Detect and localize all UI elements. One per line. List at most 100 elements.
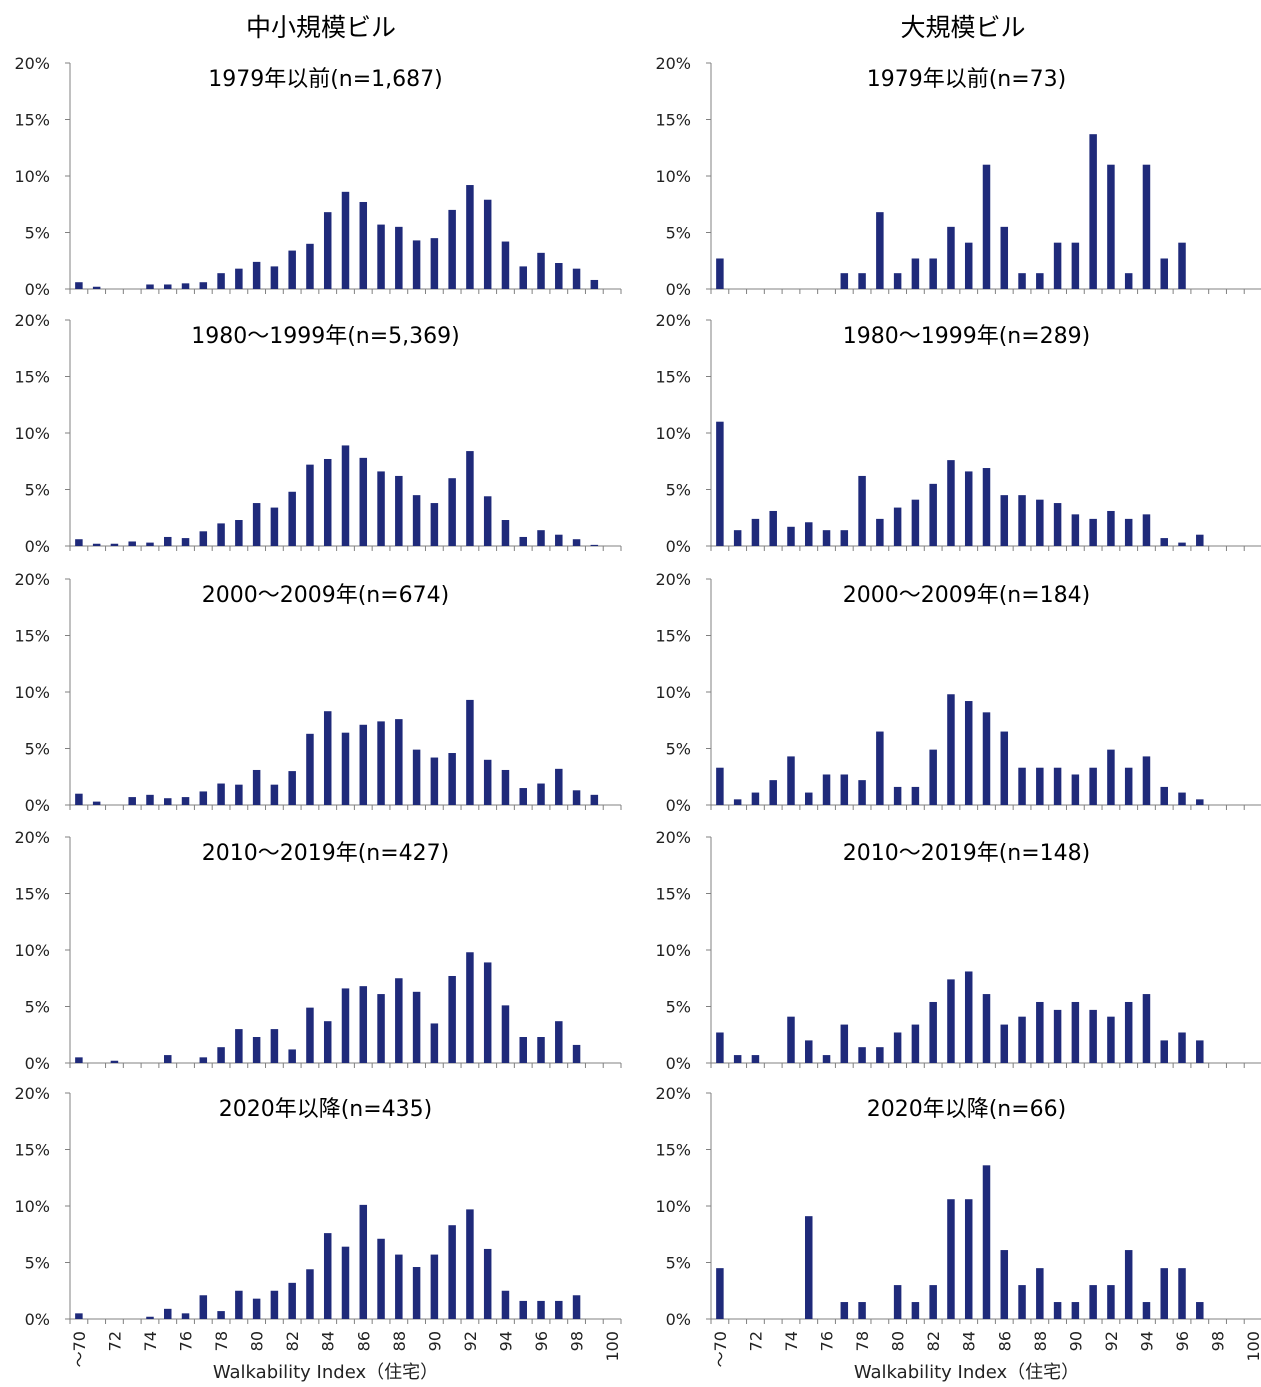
bar bbox=[555, 768, 563, 805]
bar bbox=[448, 478, 456, 546]
bar bbox=[288, 491, 296, 546]
bar bbox=[199, 1057, 208, 1063]
bar bbox=[1000, 495, 1009, 546]
bar bbox=[1071, 514, 1080, 546]
bar bbox=[1036, 1268, 1044, 1319]
bar bbox=[270, 784, 279, 805]
bar bbox=[235, 268, 243, 289]
bar bbox=[590, 544, 599, 546]
bar bbox=[572, 539, 581, 546]
x-tick-label: 100 bbox=[603, 1331, 622, 1362]
bar bbox=[893, 507, 902, 546]
bar bbox=[769, 780, 777, 805]
bar bbox=[751, 518, 760, 546]
bar bbox=[359, 724, 368, 805]
bar bbox=[1089, 1285, 1097, 1319]
x-tick-label: 90 bbox=[1066, 1331, 1085, 1351]
y-tick-label: 10% bbox=[655, 167, 691, 186]
bar bbox=[964, 242, 973, 289]
bar bbox=[1160, 1040, 1168, 1063]
bar bbox=[1124, 1250, 1133, 1319]
bar bbox=[466, 699, 474, 805]
bar bbox=[395, 475, 403, 546]
bar bbox=[75, 793, 83, 805]
bar bbox=[430, 1023, 439, 1063]
bar bbox=[252, 261, 261, 289]
y-tick-label: 20% bbox=[14, 570, 50, 589]
bar bbox=[217, 1047, 225, 1063]
bar bbox=[822, 774, 831, 805]
bar bbox=[982, 164, 991, 289]
bar bbox=[555, 534, 563, 546]
bar bbox=[483, 962, 492, 1063]
panel-title: 2010～2019年(n=427) bbox=[202, 841, 450, 866]
bar bbox=[1089, 767, 1097, 805]
x-tick-label: ～70 bbox=[70, 1331, 89, 1367]
bar bbox=[1018, 273, 1026, 289]
bar bbox=[252, 1298, 261, 1319]
bar bbox=[1196, 1040, 1204, 1063]
bar bbox=[181, 1313, 190, 1319]
bar bbox=[448, 975, 456, 1063]
bar bbox=[1036, 273, 1044, 289]
y-tick-label: 15% bbox=[655, 1141, 691, 1160]
bar bbox=[893, 786, 902, 805]
bar bbox=[1071, 1001, 1080, 1063]
bar bbox=[537, 783, 545, 805]
bar bbox=[519, 788, 527, 805]
bar bbox=[982, 712, 991, 805]
bar bbox=[1142, 164, 1151, 289]
bar bbox=[306, 1269, 314, 1319]
bar bbox=[840, 530, 849, 546]
bar bbox=[590, 279, 599, 289]
bar bbox=[572, 790, 581, 805]
bar bbox=[840, 1024, 849, 1063]
bar bbox=[1000, 226, 1009, 289]
bar bbox=[1000, 1024, 1009, 1063]
bar bbox=[982, 994, 991, 1063]
bar bbox=[217, 273, 225, 289]
bar bbox=[733, 799, 742, 805]
bar bbox=[1018, 1016, 1026, 1063]
column-title-small-mid: 中小規模ビル bbox=[245, 13, 396, 42]
panel-title: 2020年以降(n=66) bbox=[867, 1097, 1067, 1122]
panel-title: 1980～1999年(n=289) bbox=[843, 324, 1091, 349]
y-tick-label: 5% bbox=[666, 1254, 691, 1273]
x-tick-label: 78 bbox=[853, 1331, 872, 1351]
x-tick-label: 88 bbox=[390, 1331, 409, 1351]
bar bbox=[964, 471, 973, 546]
bar bbox=[341, 732, 350, 805]
bar bbox=[1089, 518, 1097, 546]
y-tick-label: 0% bbox=[666, 1310, 691, 1329]
bar bbox=[235, 784, 243, 805]
bar bbox=[947, 979, 955, 1063]
bar bbox=[1000, 731, 1009, 805]
bar bbox=[1107, 1285, 1115, 1319]
y-tick-label: 10% bbox=[655, 683, 691, 702]
bar bbox=[787, 1016, 795, 1063]
bar bbox=[876, 1047, 884, 1063]
y-tick-label: 20% bbox=[14, 311, 50, 330]
y-tick-label: 10% bbox=[14, 1197, 50, 1216]
y-tick-label: 20% bbox=[14, 54, 50, 73]
bar bbox=[929, 483, 937, 546]
bar bbox=[555, 263, 563, 289]
bar bbox=[858, 475, 866, 546]
bar bbox=[75, 282, 83, 289]
x-tick-label: 94 bbox=[496, 1331, 515, 1351]
bar bbox=[929, 1285, 937, 1319]
bar bbox=[751, 792, 760, 805]
x-axis-label: Walkability Index（住宅） bbox=[854, 1362, 1079, 1383]
bar bbox=[270, 266, 279, 289]
bar bbox=[537, 1037, 545, 1063]
bar bbox=[1107, 164, 1115, 289]
x-tick-label: 72 bbox=[746, 1331, 765, 1351]
bar bbox=[395, 1254, 403, 1319]
bar bbox=[323, 458, 332, 546]
bar bbox=[306, 243, 314, 289]
bar bbox=[199, 531, 208, 546]
bar bbox=[840, 774, 849, 805]
bar bbox=[929, 1001, 937, 1063]
bar bbox=[876, 212, 884, 289]
x-tick-label: 72 bbox=[105, 1331, 124, 1351]
